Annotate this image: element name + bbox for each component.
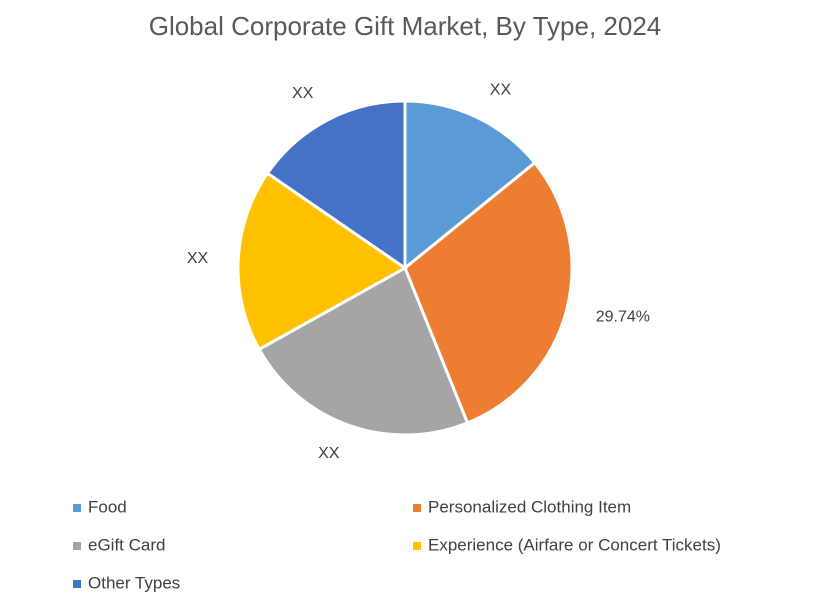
legend-swatch <box>73 542 81 550</box>
legend-label: Food <box>88 497 127 516</box>
pie-slice <box>236 171 408 352</box>
legend-label: Other Types <box>88 573 180 592</box>
data-label: XX <box>187 250 209 267</box>
legend-swatch <box>413 504 421 512</box>
data-label: XX <box>490 81 512 98</box>
legend-swatch <box>413 542 421 550</box>
data-label: 29.74% <box>596 309 650 326</box>
legend-swatch <box>73 504 81 512</box>
legend-swatch <box>73 580 81 588</box>
pie-slice <box>403 99 537 272</box>
data-label: XX <box>318 445 340 462</box>
pie-slice <box>265 99 407 271</box>
legend-label: eGift Card <box>88 535 165 554</box>
pie-slice <box>257 265 470 437</box>
legend-label: Personalized Clothing Item <box>428 497 631 516</box>
chart-title: Global Corporate Gift Market, By Type, 2… <box>149 11 662 41</box>
legend-label: Experience (Airfare or Concert Tickets) <box>428 535 721 554</box>
pie-slice <box>403 160 574 425</box>
data-label: XX <box>292 85 314 102</box>
